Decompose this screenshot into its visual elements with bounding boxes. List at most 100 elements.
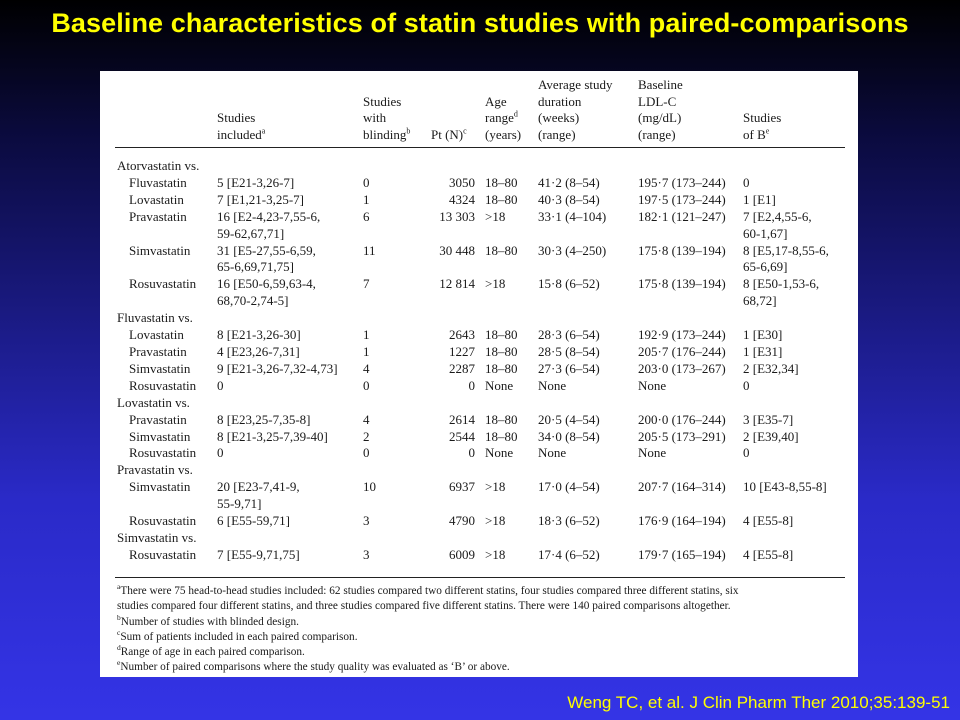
header-pt: Pt (N)c <box>429 77 483 148</box>
footnote-text: studies compared four different statins,… <box>117 600 731 613</box>
studies-of-b-cell-line: 65-6,69] <box>743 259 788 275</box>
blinding-cell: 1 <box>363 191 370 207</box>
duration-cell: 17·0 (4–54) <box>538 479 600 495</box>
studies-included-cell: 7 [E1,21-3,25-7] <box>215 192 361 209</box>
table-row: Rosuvastatin 16 [E50-6,59,63-4, 68,70-2,74… <box>115 276 845 310</box>
footnote-text: Number of studies with blinded design. <box>120 615 299 628</box>
studies-included-cell: 16 [E2-4,23-7,55-6, 59-62,67,71] <box>215 209 361 243</box>
studies-included-cell-line: 65-6,69,71,75] <box>217 259 294 275</box>
ldl-cell: 175·8 (139–194) <box>638 242 726 258</box>
group-row: Pravastatin vs. <box>115 462 845 479</box>
age-cell: None <box>485 445 514 461</box>
studies-of-b-cell-line: 10 [E43-8,55-8] <box>743 479 827 495</box>
duration-cell: 28·3 (6–54) <box>538 327 600 343</box>
studies-of-b-cell-line: 8 [E5,17-8,55-6, <box>743 242 829 258</box>
pt-cell: 0 <box>468 445 476 461</box>
footnote-mark: a <box>117 582 121 592</box>
pt-cell: 1227 <box>449 343 475 359</box>
studies-included-cell: 8 [E23,25-7,35-8] <box>215 412 361 429</box>
drug-name: Fluvastatin <box>129 174 187 190</box>
duration-cell: 15·8 (6–52) <box>538 276 600 292</box>
pt-cell: 30 448 <box>439 242 475 258</box>
age-cell: 18–80 <box>485 428 518 444</box>
duration-cell: 20·5 (4–54) <box>538 411 600 427</box>
ldl-cell: 176·9 (164–194) <box>638 513 726 529</box>
drug-name: Pravastatin <box>129 411 187 427</box>
studies-of-b-cell: 1 [E30] <box>741 327 845 344</box>
drug-name: Rosuvastatin <box>129 513 197 529</box>
studies-included-cell: 6 [E55-59,71] <box>215 513 361 530</box>
footnote-text: There were 75 head-to-head studies inclu… <box>120 585 739 597</box>
studies-included-cell-line: 7 [E55-9,71,75] <box>217 546 300 562</box>
table-row: Rosuvastatin 0 0 0 None None None 0 <box>115 378 845 395</box>
studies-included-cell-line: 5 [E21-3,26-7] <box>217 174 295 190</box>
table-row: Pravastatin 4 [E23,26-7,31] 1 1227 18–80 28·5… <box>115 344 845 361</box>
studies-of-b-cell: 8 [E50-1,53-6, 68,72] <box>741 276 845 310</box>
studies-included-cell: 31 [E5-27,55-6,59, 65-6,69,71,75] <box>215 243 361 277</box>
pt-cell: 3050 <box>449 174 475 190</box>
footnote: eNumber of paired comparisons where the … <box>117 659 852 675</box>
studies-included-cell: 5 [E21-3,26-7] <box>215 175 361 192</box>
group-label: Lovastatin vs. <box>117 394 190 410</box>
age-cell: >18 <box>485 546 506 562</box>
studies-included-cell: 7 [E55-9,71,75] <box>215 547 361 564</box>
ldl-cell: 200·0 (176–244) <box>638 411 726 427</box>
studies-of-b-cell: 2 [E32,34] <box>741 361 845 378</box>
pt-cell: 13 303 <box>439 208 475 224</box>
duration-cell: 30·3 (4–250) <box>538 242 607 258</box>
table-row: Pravastatin 8 [E23,25-7,35-8] 4 2614 18–80 20… <box>115 412 845 429</box>
group-label: Simvastatin vs. <box>117 529 197 545</box>
blinding-cell: 3 <box>363 546 370 562</box>
studies-included-cell: 20 [E23-7,41-9, 55-9,71] <box>215 479 361 513</box>
studies-of-b-cell-line: 60-1,67] <box>743 225 788 241</box>
studies-of-b-cell: 3 [E35-7] <box>741 412 845 429</box>
studies-included-cell-line: 16 [E50-6,59,63-4, <box>217 276 316 292</box>
drug-name: Simvastatin <box>129 479 191 495</box>
duration-cell: 33·1 (4–104) <box>538 208 607 224</box>
drug-name: Pravastatin <box>129 208 187 224</box>
studies-included-cell-line: 68,70-2,74-5] <box>217 293 289 309</box>
studies-of-b-cell-line: 7 [E2,4,55-6, <box>743 208 812 224</box>
table-row: Simvastatin 31 [E5-27,55-6,59, 65-6,69,71,… <box>115 243 845 277</box>
studies-included-cell: 4 [E23,26-7,31] <box>215 344 361 361</box>
header-age: Age ranged (years) <box>483 77 536 148</box>
studies-of-b-cell-line: 0 <box>743 377 750 393</box>
blinding-cell: 10 <box>363 479 376 495</box>
studies-included-cell-line: 7 [E1,21-3,25-7] <box>217 191 305 207</box>
pt-cell: 4324 <box>449 191 475 207</box>
ldl-cell: 207·7 (164–314) <box>638 479 726 495</box>
studies-included-cell-line: 59-62,67,71] <box>217 225 285 241</box>
group-label: Fluvastatin vs. <box>117 310 193 326</box>
blinding-cell: 6 <box>363 208 370 224</box>
drug-name: Rosuvastatin <box>129 445 197 461</box>
blinding-cell: 0 <box>363 377 370 393</box>
drug-name: Simvastatin <box>129 242 191 258</box>
table-row: Rosuvastatin 6 [E55-59,71] 3 4790 >18 18·3 (6… <box>115 513 845 530</box>
studies-included-cell-line: 6 [E55-59,71] <box>217 513 290 529</box>
footnote: dRange of age in each paired comparison. <box>117 644 852 660</box>
footnote: aThere were 75 head-to-head studies incl… <box>117 582 852 599</box>
blinding-cell: 4 <box>363 411 370 427</box>
ldl-cell: 205·5 (173–291) <box>638 428 726 444</box>
studies-included-cell: 8 [E21-3,25-7,39-40] <box>215 429 361 446</box>
studies-of-b-cell-line: 2 [E39,40] <box>743 428 799 444</box>
citation: Weng TC, et al. J Clin Pharm Ther 2010;3… <box>567 693 950 712</box>
studies-of-b-cell-line: 2 [E32,34] <box>743 360 799 376</box>
blinding-cell: 11 <box>363 242 376 258</box>
footnote: cSum of patients included in each paired… <box>117 629 852 645</box>
ldl-cell: 182·1 (121–247) <box>638 208 726 224</box>
studies-included-cell-line: 8 [E21-3,25-7,39-40] <box>217 428 328 444</box>
table-body: Atorvastatin vs. Fluvastatin 5 [E21-3,26-7… <box>115 148 845 564</box>
footnotes: aThere were 75 head-to-head studies incl… <box>117 582 852 676</box>
age-cell: 18–80 <box>485 411 518 427</box>
footnote-text: Range of age in each paired comparison. <box>120 646 305 659</box>
header-blinding: Studies with blindingb <box>361 77 429 148</box>
footnote: bNumber of studies with blinded design. <box>117 614 852 630</box>
studies-of-b-cell-line: 0 <box>743 174 750 190</box>
group-row: Fluvastatin vs. <box>115 310 845 327</box>
blinding-cell: 2 <box>363 428 370 444</box>
studies-of-b-cell: 0 <box>741 445 845 462</box>
studies-of-b-cell-line: 1 [E30] <box>743 327 783 343</box>
pt-cell: 12 814 <box>439 276 475 292</box>
blinding-cell: 4 <box>363 360 370 376</box>
